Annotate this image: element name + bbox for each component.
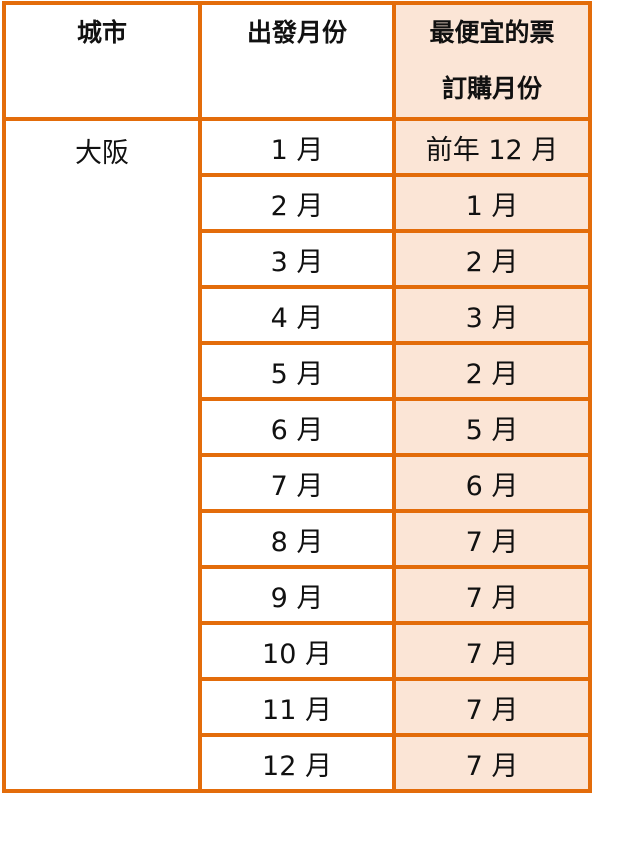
cheapest-month-cell: 7 月 (392, 733, 592, 793)
table-row: 大阪 1 月前年 12 月 (2, 117, 592, 793)
cheapest-month-cell: 2 月 (392, 341, 592, 401)
city-cell: 大阪 (2, 117, 202, 793)
cheapest-month-cell: 1 月 (392, 173, 592, 233)
depart-month-cell: 9 月 (198, 565, 396, 625)
cheapest-month-cell: 3 月 (392, 285, 592, 345)
depart-month-cell: 8 月 (198, 509, 396, 569)
depart-month-cell: 1 月 (198, 117, 396, 177)
depart-month-cell: 6 月 (198, 397, 396, 457)
header-depart-month: 出發月份 (198, 1, 396, 121)
header-cheapest-line2: 訂購月份 (441, 74, 542, 103)
depart-month-cell: 11 月 (198, 677, 396, 737)
depart-month-cell: 4 月 (198, 285, 396, 345)
depart-month-cell: 5 月 (198, 341, 396, 401)
depart-month-cell: 2 月 (198, 173, 396, 233)
header-cheapest-line1: 最便宜的票 (429, 18, 555, 47)
cheapest-month-cell: 5 月 (392, 397, 592, 457)
cheapest-month-cell: 7 月 (392, 621, 592, 681)
cheapest-month-cell: 7 月 (392, 509, 592, 569)
header-city: 城市 (2, 1, 202, 121)
depart-month-cell: 10 月 (198, 621, 396, 681)
cheapest-month-cell: 前年 12 月 (392, 117, 592, 177)
cheapest-month-cell: 2 月 (392, 229, 592, 289)
cheapest-month-cell: 6 月 (392, 453, 592, 513)
cheapest-month-cell: 7 月 (392, 565, 592, 625)
depart-month-cell: 12 月 (198, 733, 396, 793)
header-row: 城市 出發月份 最便宜的票 訂購月份 (2, 1, 592, 121)
cheapest-month-cell: 7 月 (392, 677, 592, 737)
depart-month-cell: 7 月 (198, 453, 396, 513)
depart-month-cell: 3 月 (198, 229, 396, 289)
header-cheapest-month: 最便宜的票 訂購月份 (392, 1, 592, 121)
